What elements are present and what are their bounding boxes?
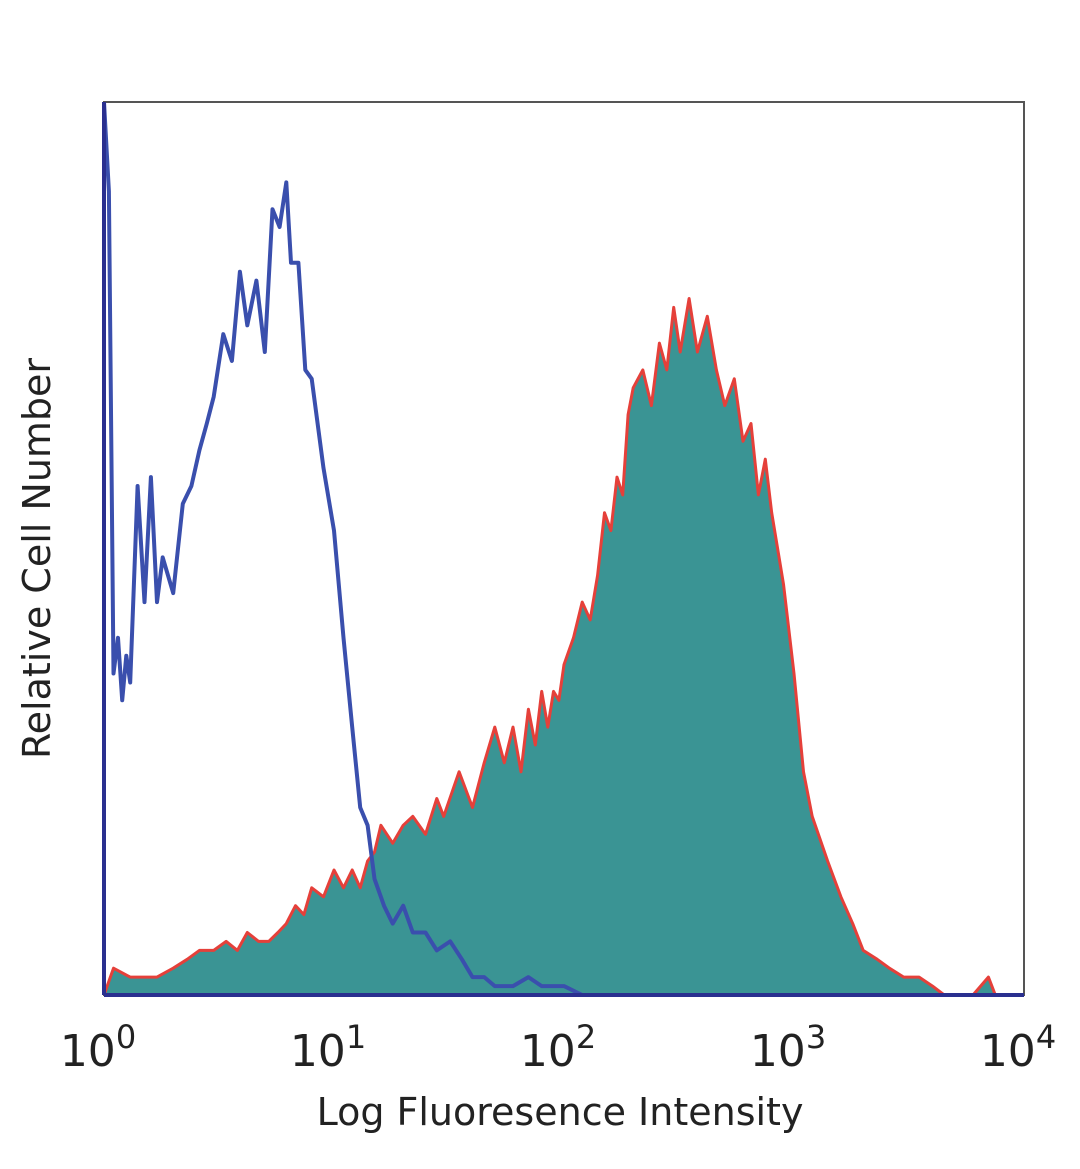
x-tick-exponent: 1 — [346, 1018, 366, 1056]
x-tick-exponent: 2 — [576, 1018, 596, 1056]
x-tick-label: 101 — [290, 1018, 366, 1077]
x-tick-label: 104 — [980, 1018, 1056, 1077]
x-tick-exponent: 0 — [116, 1018, 136, 1056]
series-1-fill — [104, 298, 1024, 995]
x-tick-exponent: 3 — [806, 1018, 826, 1056]
x-tick-labels: 100 101 102 103 104 — [60, 1018, 1056, 1077]
series-1-outline — [102, 297, 1024, 997]
x-tick-label: 103 — [750, 1018, 826, 1077]
x-tick-label: 102 — [520, 1018, 596, 1077]
x-tick-base: 10 — [750, 1026, 806, 1077]
series-layer — [102, 101, 1024, 997]
x-tick-exponent: 4 — [1036, 1018, 1056, 1056]
x-tick-base: 10 — [980, 1026, 1036, 1077]
y-axis-label: Relative Cell Number — [15, 358, 59, 759]
x-tick-base: 10 — [520, 1026, 576, 1077]
x-tick-base: 10 — [60, 1026, 116, 1077]
x-tick-label: 100 — [60, 1018, 136, 1077]
series-0-line — [102, 101, 1024, 997]
x-axis-label: Log Fluoresence Intensity — [317, 1090, 804, 1134]
x-tick-base: 10 — [290, 1026, 346, 1077]
